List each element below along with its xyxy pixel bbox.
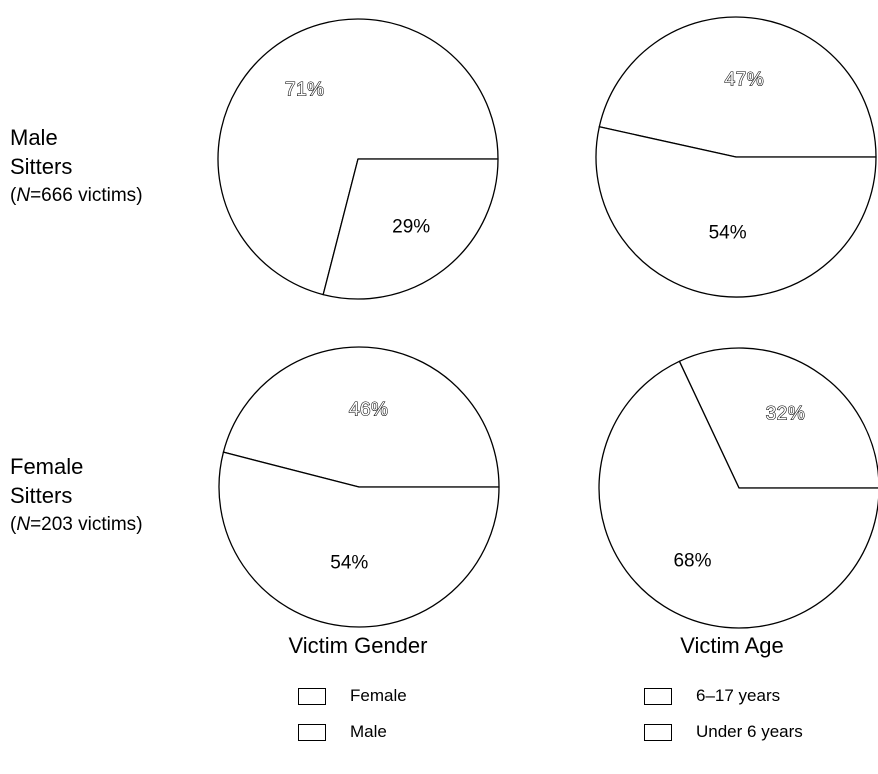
pie-chart-2: 47% 54% (595, 16, 877, 298)
row-label-victims: =203 victims (30, 514, 137, 535)
pie-slice-label: 54% (709, 223, 747, 244)
legend-label: 6–17 years (696, 686, 781, 705)
row-label-open-paren: ( (10, 514, 17, 535)
row-label-count: (N=666 victims) (10, 185, 143, 206)
legend-swatch (298, 688, 326, 705)
row-label-victims: =666 victims (30, 185, 137, 206)
row-label-open-paren: ( (10, 185, 17, 206)
pie-slice-female (217, 18, 499, 296)
legend-label: Female (350, 686, 407, 705)
pie-slice-label: 29% (392, 217, 430, 238)
row-label-count: (N=203 victims) (10, 514, 143, 535)
row-label-line2: Sitters (10, 483, 73, 508)
pie-slice-label: 68% (673, 550, 711, 571)
pie-chart-3: 46% 54% (218, 346, 500, 628)
pie-slice-under-6-years (595, 126, 877, 298)
group-title-victim-age: Victim Age (680, 633, 784, 658)
legend-swatch (644, 688, 672, 705)
pie-slice-male (218, 451, 500, 628)
group-title-victim-gender: Victim Gender (288, 633, 428, 658)
row-label-female-sitters: Female Sitters (N=203 victims) (10, 452, 143, 539)
legend-swatch (298, 724, 326, 741)
legend-label: Male (350, 722, 387, 741)
legend-label: Under 6 years (696, 722, 803, 741)
row-label-male-sitters: Male Sitters (N=666 victims) (10, 123, 143, 210)
row-label-line2: Sitters (10, 154, 73, 179)
row-label-line1: Male (10, 125, 58, 150)
pie-chart-1: 71% 29% (217, 18, 499, 300)
pie-slice-label: 71% (285, 79, 325, 100)
pie-slice-under-6-years (598, 360, 878, 629)
pie-chart-4: 32% 68% (598, 347, 878, 629)
row-label-n: N (16, 185, 31, 206)
pie-slice-label: 54% (330, 552, 368, 573)
row-label-line1: Female (10, 454, 84, 479)
pie-slice-female (222, 346, 500, 488)
row-label-n: N (16, 514, 31, 535)
pie-slice-male (322, 158, 499, 300)
pie-slice-label: 46% (349, 400, 389, 421)
pie-slice-label: 32% (766, 404, 806, 425)
pie-slice-label: 47% (725, 70, 765, 91)
legend-swatch (644, 724, 672, 741)
pie-slice-6-17-years (598, 16, 877, 158)
pie-slice-6-17-years (678, 347, 878, 489)
